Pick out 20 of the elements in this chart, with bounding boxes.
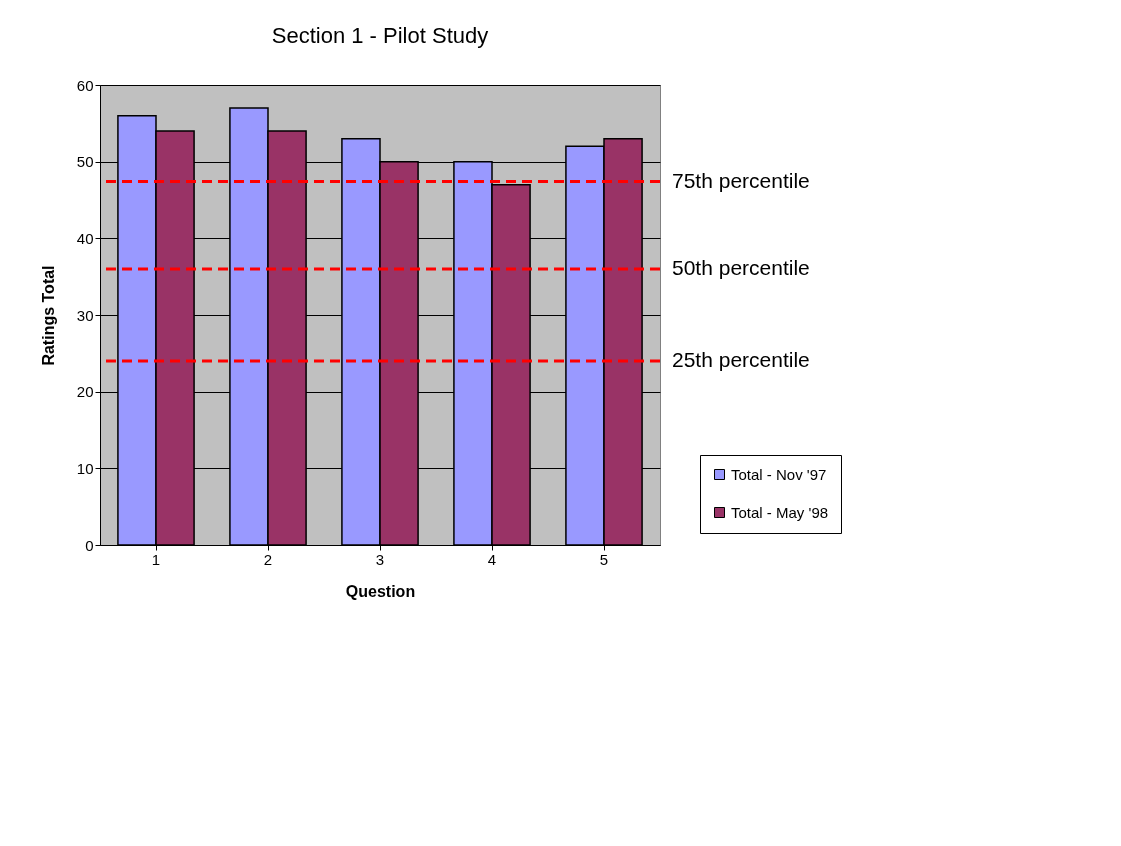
legend-label: Total - May '98 [731, 503, 829, 521]
ref-line-label: 25th percentile [672, 348, 810, 371]
y-tick-label: 50 [76, 153, 94, 171]
x-tick-label: 1 [151, 550, 161, 568]
x-axis-title: Question [345, 582, 416, 600]
chart-title: Section 1 - Pilot Study [271, 23, 489, 48]
y-tick-label: 30 [76, 306, 94, 324]
ref-line-label: 50th percentile [672, 256, 810, 279]
x-tick-label: 3 [375, 550, 385, 568]
legend-label: Total - Nov '97 [731, 465, 827, 483]
y-tick-label: 60 [76, 76, 94, 94]
y-tick-label: 20 [76, 383, 94, 401]
x-tick-label: 5 [599, 550, 609, 568]
y-axis-title: Ratings Total [39, 265, 57, 366]
x-tick-label: 2 [263, 550, 273, 568]
y-tick-label: 10 [76, 459, 94, 477]
ref-line-label: 75th percentile [672, 168, 810, 192]
y-tick-label: 40 [76, 229, 94, 247]
x-tick-label: 4 [487, 550, 497, 568]
y-tick-label: 0 [85, 536, 94, 554]
